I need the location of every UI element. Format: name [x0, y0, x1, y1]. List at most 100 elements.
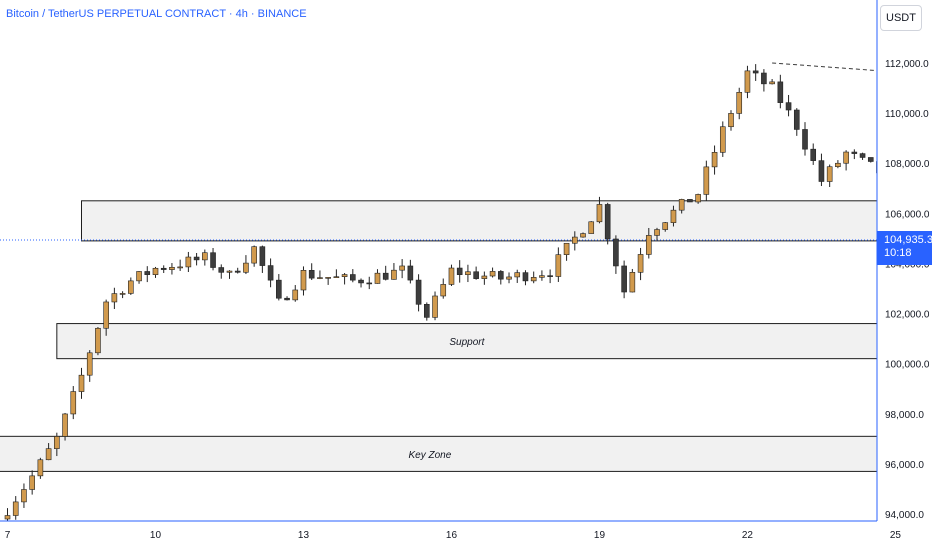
candle-body: [604, 204, 611, 240]
candle-body: [563, 242, 570, 255]
y-tick-label: 108,000.0: [885, 159, 930, 170]
price-axis-bg: [877, 0, 932, 550]
candle-body: [210, 252, 216, 268]
candle-body: [300, 270, 307, 291]
candle-body: [571, 236, 578, 244]
candle-body: [793, 109, 800, 130]
candle-body: [95, 327, 101, 354]
currency-selector[interactable]: USDT: [880, 5, 922, 31]
x-tick-label: 7: [5, 530, 11, 541]
candle-body: [448, 267, 455, 285]
candle-body: [547, 275, 553, 277]
candle-body: [12, 501, 19, 516]
candle-body: [596, 204, 603, 223]
candle-body: [358, 279, 364, 284]
candle-body: [654, 229, 660, 236]
candle-body: [103, 301, 109, 329]
candle-body: [54, 436, 60, 449]
candle-body: [678, 199, 685, 211]
candle-body: [744, 70, 751, 93]
candle-body: [119, 293, 126, 295]
last-price-badge: 104,935.3 10:18: [877, 231, 932, 265]
candle-body: [193, 256, 200, 261]
candle-body: [481, 275, 488, 279]
y-tick-label: 94,000.0: [885, 510, 924, 521]
candle-body: [177, 266, 183, 269]
candle-body: [621, 265, 627, 293]
candle-body: [374, 272, 381, 284]
candle-body: [276, 279, 282, 299]
key-zone-label: Key Zone: [409, 450, 452, 461]
candle-body: [465, 271, 471, 275]
candle-body: [259, 246, 266, 266]
candle-body: [777, 81, 784, 103]
zones-layer: Support Key Zone: [0, 200, 878, 472]
y-tick-label: 110,000.0: [885, 109, 929, 120]
last-price-value: 104,935.3: [884, 234, 932, 246]
candle-body: [144, 271, 151, 275]
resistance-zone: [80, 200, 878, 242]
candle-body: [160, 267, 167, 270]
candle-body: [785, 102, 792, 111]
candle-body: [530, 277, 537, 282]
candle-body: [284, 297, 290, 301]
candle-body: [4, 515, 11, 520]
candle-body: [851, 151, 858, 154]
candle-body: [867, 157, 874, 162]
candle-body: [456, 267, 463, 275]
candle-body: [769, 81, 775, 85]
candle-body: [497, 271, 504, 280]
candle-body: [489, 271, 496, 277]
candle-body: [21, 489, 27, 503]
candle-body: [185, 256, 192, 268]
candle-body: [728, 113, 734, 128]
candle-body: [62, 413, 68, 437]
candle-body: [251, 246, 257, 264]
y-tick-label: 98,000.0: [885, 410, 924, 421]
candle-body: [645, 235, 652, 255]
candle-body: [86, 352, 93, 376]
candle-body: [580, 233, 586, 238]
candle-body: [818, 160, 825, 182]
candle-body: [391, 269, 397, 280]
candle-body: [325, 277, 331, 279]
candle-body: [588, 221, 595, 234]
candles-layer: [4, 64, 932, 522]
candle-body: [234, 270, 241, 273]
candle-body: [111, 293, 118, 303]
time-axis-bg: [0, 521, 932, 550]
candle-countdown: 10:18: [884, 247, 912, 259]
x-tick-label: 16: [446, 530, 458, 541]
chart-title: Bitcoin / TetherUS PERPETUAL CONTRACT · …: [6, 8, 307, 20]
x-tick-label: 10: [150, 530, 162, 541]
y-tick-label: 96,000.0: [885, 460, 924, 471]
candle-body: [629, 272, 636, 293]
candle-body: [350, 274, 356, 281]
x-tick-label: 25: [890, 530, 902, 541]
candle-body: [761, 72, 767, 85]
candle-body: [152, 267, 159, 275]
candle-body: [555, 254, 562, 277]
candle-body: [637, 254, 644, 273]
y-tick-label: 102,000.0: [885, 310, 930, 321]
y-tick-label: 106,000.0: [885, 209, 930, 220]
candle-body: [29, 475, 35, 490]
candle-body: [267, 265, 274, 281]
candle-body: [136, 271, 142, 282]
candle-body: [292, 289, 299, 301]
candle-body: [859, 153, 866, 158]
candle-body: [752, 70, 759, 74]
candle-body: [333, 276, 340, 278]
candle-body: [317, 277, 323, 279]
y-tick-label: 100,000.0: [885, 360, 930, 371]
candle-body: [399, 265, 405, 271]
candle-body: [687, 199, 693, 203]
candle-body: [432, 295, 438, 318]
candle-body: [736, 91, 743, 114]
candle-body: [407, 265, 414, 281]
candle-body: [382, 272, 389, 280]
candle-body: [843, 151, 849, 164]
candle-body: [70, 391, 77, 415]
